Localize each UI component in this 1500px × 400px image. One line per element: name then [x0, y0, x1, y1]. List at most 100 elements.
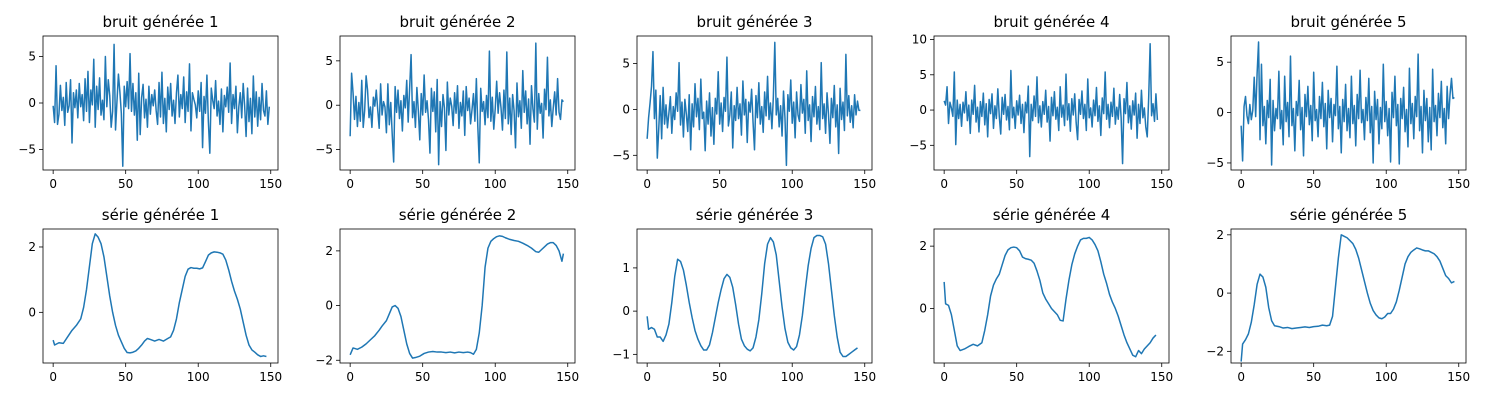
- series-line: [1240, 41, 1455, 166]
- x-tick-label: 100: [187, 177, 210, 191]
- y-tick-label: 10: [912, 33, 927, 47]
- y-tick-label: 0: [325, 299, 333, 313]
- x-tick-label: 150: [556, 177, 579, 191]
- subplot-title: bruit générée 1: [102, 13, 218, 31]
- y-tick-label: 0: [919, 103, 927, 117]
- series-line: [646, 41, 861, 167]
- subplot-2: bruit générée 2 0 50 100 150 −5 0 5: [315, 13, 579, 191]
- series-line: [349, 235, 565, 359]
- x-tick-label: 100: [1078, 177, 1101, 191]
- subplot-title: bruit générée 4: [993, 13, 1109, 31]
- subplot-8: série générée 3 0 50 100 150 −1 0 1: [612, 206, 876, 384]
- x-tick-label: 100: [1375, 177, 1398, 191]
- y-tick-label: −1: [612, 347, 630, 361]
- y-tick-label: −5: [612, 148, 630, 162]
- x-tick-label: 50: [712, 177, 727, 191]
- y-tick-label: 2: [919, 239, 927, 253]
- y-tick-label: −5: [1206, 156, 1224, 170]
- series-line: [52, 233, 267, 358]
- y-tick-label: 0: [1216, 106, 1224, 120]
- y-tick-label: 2: [325, 244, 333, 258]
- x-tick-label: 50: [1306, 177, 1321, 191]
- x-tick-label: 0: [1237, 177, 1245, 191]
- plot-frame: [636, 228, 873, 364]
- series-line: [943, 236, 1157, 358]
- subplot-6: série générée 1 0 50 100 150 0 2: [28, 206, 282, 384]
- plot-frame: [1230, 35, 1467, 171]
- plot-frame: [636, 35, 873, 171]
- subplot-title: série générée 1: [102, 206, 219, 224]
- x-tick-label: 150: [556, 370, 579, 384]
- x-tick-label: 100: [1375, 370, 1398, 384]
- y-tick-label: 5: [28, 49, 36, 63]
- subplot-title: série générée 2: [399, 206, 516, 224]
- y-tick-label: −2: [315, 353, 333, 367]
- x-tick-label: 150: [1150, 177, 1173, 191]
- y-tick-label: 0: [1216, 286, 1224, 300]
- x-tick-label: 50: [1009, 177, 1024, 191]
- x-tick-label: 50: [118, 370, 133, 384]
- y-tick-label: −5: [18, 143, 36, 157]
- x-tick-label: 0: [643, 370, 651, 384]
- plot-frame: [42, 228, 279, 364]
- subplot-9: série générée 4 0 50 100 150 0 2: [919, 206, 1173, 384]
- x-tick-label: 50: [712, 370, 727, 384]
- x-tick-label: 50: [118, 177, 133, 191]
- x-tick-label: 0: [49, 177, 57, 191]
- plot-frame: [933, 228, 1170, 364]
- x-tick-label: 150: [1447, 177, 1470, 191]
- x-tick-label: 0: [643, 177, 651, 191]
- x-tick-label: 100: [1078, 370, 1101, 384]
- y-tick-label: 0: [919, 301, 927, 315]
- y-tick-label: 5: [919, 68, 927, 82]
- subplot-title: bruit générée 3: [696, 13, 812, 31]
- x-tick-label: 50: [415, 370, 430, 384]
- y-tick-label: −5: [315, 143, 333, 157]
- subplot-3: bruit générée 3 0 50 100 150 −5 0 5: [612, 13, 876, 191]
- y-tick-label: 0: [622, 102, 630, 116]
- plot-frame: [1230, 228, 1467, 364]
- subplot-1: bruit générée 1 0 50 100 150 −5 0 5: [18, 13, 282, 191]
- x-tick-label: 0: [346, 370, 354, 384]
- x-tick-label: 150: [853, 370, 876, 384]
- x-tick-label: 100: [484, 177, 507, 191]
- series-line: [1240, 234, 1455, 362]
- x-tick-label: 0: [1237, 370, 1245, 384]
- x-tick-label: 50: [1009, 370, 1024, 384]
- series-line: [52, 43, 271, 168]
- x-tick-label: 50: [1306, 370, 1321, 384]
- subplot-title: série générée 5: [1290, 206, 1407, 224]
- x-tick-label: 150: [1447, 370, 1470, 384]
- subplot-title: bruit générée 2: [399, 13, 515, 31]
- series-line: [943, 43, 1159, 165]
- y-tick-label: 5: [622, 57, 630, 71]
- x-tick-label: 150: [853, 177, 876, 191]
- x-tick-label: 0: [49, 370, 57, 384]
- y-tick-label: 1: [622, 261, 630, 275]
- x-tick-label: 150: [259, 370, 282, 384]
- subplot-title: série générée 3: [696, 206, 813, 224]
- plot-frame: [933, 35, 1170, 171]
- x-tick-label: 100: [187, 370, 210, 384]
- plot-frame: [339, 228, 576, 364]
- y-tick-label: 0: [28, 305, 36, 319]
- subplot-7: série générée 2 0 50 100 150 −2 0 2: [315, 206, 579, 384]
- subplot-title: bruit générée 5: [1290, 13, 1406, 31]
- x-tick-label: 0: [940, 177, 948, 191]
- subplot-5: bruit générée 5 0 50 100 150 −5 0 5: [1206, 13, 1470, 191]
- subplot-4: bruit générée 4 0 50 100 150 −5 0 5 10: [909, 13, 1173, 191]
- y-tick-label: 5: [1216, 55, 1224, 69]
- y-tick-label: 0: [325, 98, 333, 112]
- x-tick-label: 100: [781, 370, 804, 384]
- y-tick-label: 5: [325, 54, 333, 68]
- x-tick-label: 100: [781, 177, 804, 191]
- x-tick-label: 0: [940, 370, 948, 384]
- subplot-title: série générée 4: [993, 206, 1110, 224]
- y-tick-label: 0: [28, 96, 36, 110]
- y-tick-label: 2: [1216, 228, 1224, 242]
- x-tick-label: 0: [346, 177, 354, 191]
- series-line: [349, 42, 564, 166]
- y-tick-label: 2: [28, 240, 36, 254]
- x-tick-label: 100: [484, 370, 507, 384]
